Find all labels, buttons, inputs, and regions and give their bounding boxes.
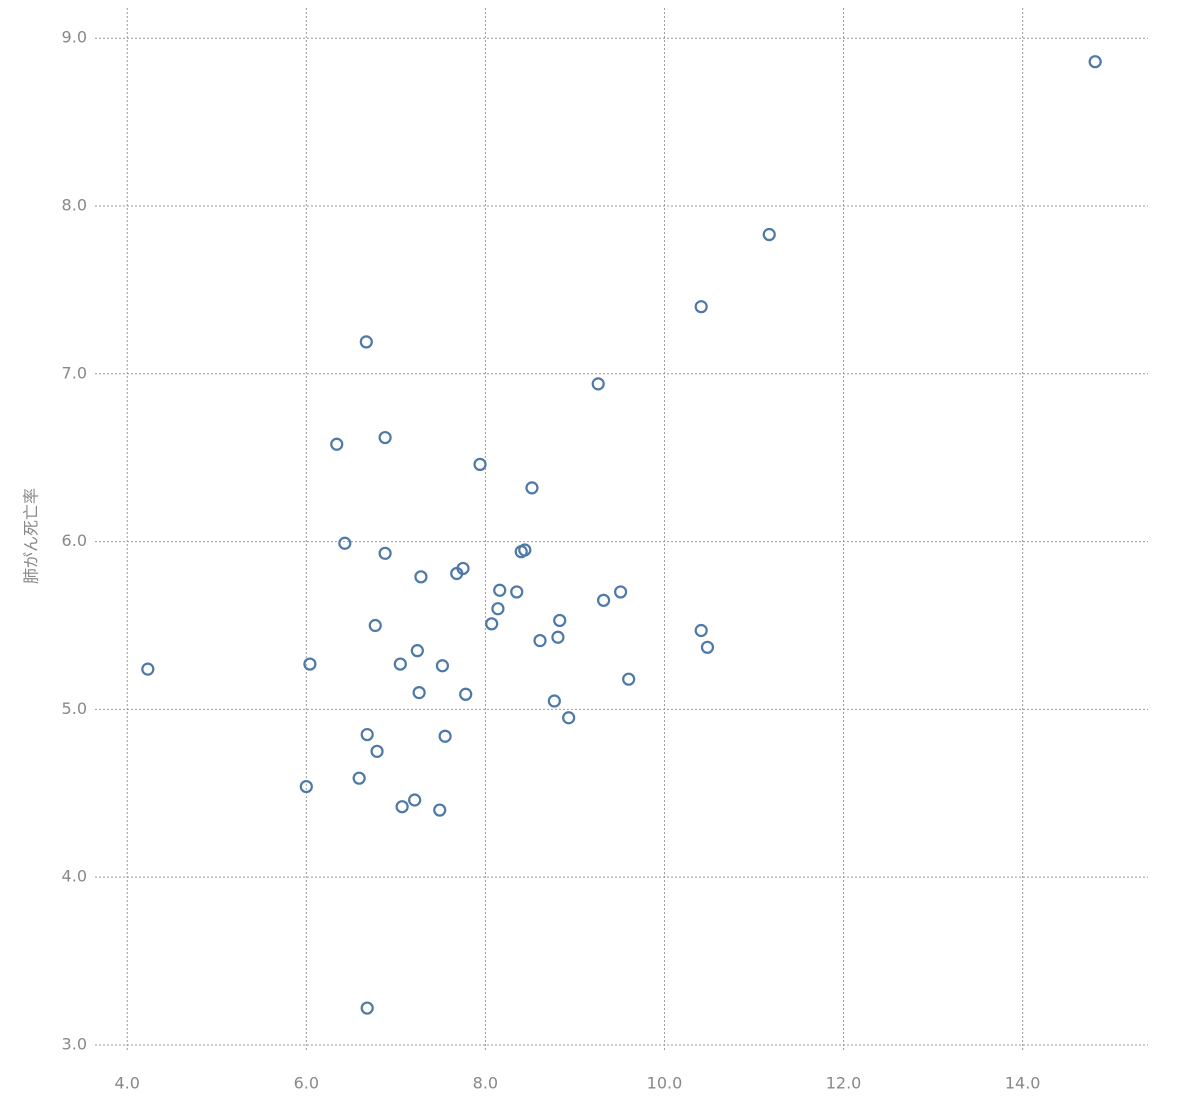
point — [1088, 55, 1102, 69]
y-tick-label: 8.0 — [62, 195, 87, 214]
point — [694, 300, 708, 314]
point — [622, 672, 636, 686]
x-tick-label: 10.0 — [647, 1074, 683, 1093]
point — [408, 793, 422, 807]
y-tick-label: 6.0 — [62, 531, 87, 550]
point — [378, 546, 392, 560]
point — [360, 1001, 374, 1015]
point — [491, 602, 505, 616]
point — [438, 729, 452, 743]
point — [551, 630, 565, 644]
y-tick-label: 3.0 — [62, 1034, 87, 1053]
point — [435, 659, 450, 673]
point — [395, 800, 409, 814]
point — [433, 803, 447, 817]
point — [330, 437, 344, 451]
point — [378, 430, 392, 445]
point — [459, 687, 473, 701]
point — [338, 536, 352, 550]
point — [553, 613, 567, 628]
point — [533, 633, 547, 648]
y-tick-label: 5.0 — [62, 699, 87, 718]
point — [141, 662, 155, 676]
point — [359, 335, 373, 349]
point — [614, 585, 628, 599]
point — [547, 694, 561, 708]
y-tick-label: 7.0 — [62, 363, 87, 382]
x-tick-label: 4.0 — [115, 1074, 140, 1093]
point — [493, 583, 507, 597]
y-axis-label: 肺がん死亡率 — [22, 488, 41, 584]
point — [694, 623, 708, 638]
y-tick-label: 4.0 — [62, 867, 87, 886]
point — [360, 727, 374, 742]
y-tick-label: 9.0 — [62, 28, 87, 47]
point — [410, 644, 424, 658]
point — [414, 570, 428, 584]
point — [485, 617, 499, 631]
x-tick-label: 6.0 — [294, 1074, 319, 1093]
point — [591, 377, 605, 391]
x-tick-label: 12.0 — [826, 1074, 862, 1093]
point — [412, 685, 426, 700]
point — [596, 593, 611, 607]
x-tick-label: 8.0 — [473, 1074, 498, 1093]
point — [370, 744, 384, 758]
point — [562, 711, 576, 725]
point — [368, 618, 382, 633]
x-tick-label: 14.0 — [1005, 1074, 1041, 1093]
point — [450, 566, 464, 581]
point — [518, 543, 532, 557]
point — [510, 585, 524, 599]
point — [352, 771, 366, 785]
point — [299, 779, 313, 794]
point — [303, 657, 317, 671]
point — [473, 457, 487, 471]
point — [525, 481, 539, 495]
point — [393, 657, 407, 671]
point — [700, 640, 715, 654]
point — [762, 227, 776, 242]
